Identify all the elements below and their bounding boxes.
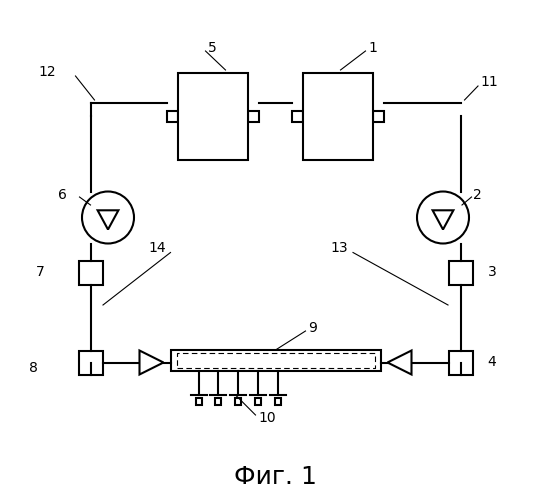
Bar (235, 398, 241, 405)
Text: 1: 1 (368, 40, 377, 54)
Circle shape (417, 192, 469, 244)
Bar (449, 260, 473, 284)
Bar (292, 110, 303, 122)
Bar (78, 350, 102, 374)
Polygon shape (387, 350, 412, 374)
Bar (215, 398, 222, 405)
Text: 4: 4 (488, 356, 496, 370)
Bar (449, 350, 473, 374)
Text: 9: 9 (308, 320, 317, 334)
Text: 14: 14 (148, 240, 166, 254)
Bar (373, 110, 384, 122)
Polygon shape (139, 350, 164, 374)
Bar (78, 260, 102, 284)
Text: 5: 5 (208, 40, 217, 54)
Text: 10: 10 (258, 410, 276, 424)
Text: 7: 7 (36, 266, 45, 280)
Text: 12: 12 (38, 66, 56, 80)
Bar (255, 398, 261, 405)
Text: 2: 2 (473, 188, 482, 202)
Bar (275, 398, 281, 405)
Bar (170, 350, 381, 371)
Circle shape (82, 192, 134, 244)
Bar (196, 398, 202, 405)
Text: Фиг. 1: Фиг. 1 (234, 466, 317, 489)
Bar (248, 110, 259, 122)
Text: 6: 6 (58, 188, 67, 202)
Bar (167, 110, 178, 122)
Text: 3: 3 (488, 266, 496, 280)
Text: 8: 8 (29, 360, 38, 374)
Text: 13: 13 (331, 240, 348, 254)
Bar (178, 72, 248, 160)
Text: 11: 11 (480, 76, 498, 90)
Bar (303, 72, 373, 160)
